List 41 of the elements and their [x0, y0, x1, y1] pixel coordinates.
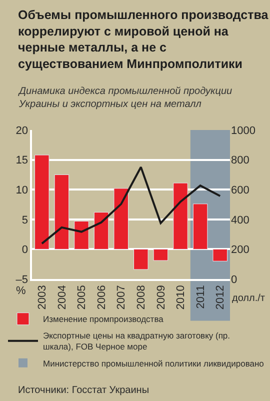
- x-tick-label: 2008: [135, 285, 148, 310]
- legend-label: Изменение промпроизводства: [43, 314, 164, 324]
- y-tick-label: 20: [16, 124, 28, 137]
- bar: [74, 220, 89, 250]
- chart-subtitle: Динамика индекса промышленной продукции Украины и экспортных цен на металл: [18, 86, 233, 110]
- x-tick-label: 2007: [116, 285, 128, 310]
- y2-tick-label: 1000: [231, 124, 256, 137]
- y2-tick-label: 800: [231, 154, 250, 167]
- y2-tick-label: 0: [231, 274, 238, 286]
- bar: [134, 248, 148, 270]
- y2-tick-label: 600: [231, 184, 250, 196]
- y2-tick-label: 200: [231, 244, 250, 256]
- y-tick-label: –5: [16, 274, 28, 286]
- x-tick-label: 2003: [36, 285, 48, 310]
- line-series: [40, 166, 222, 245]
- legend-label: Экспортные цены на квадратную заготовку (пр. шкала), FOB Черное море: [43, 330, 230, 352]
- x-tick-label: 2006: [96, 285, 108, 310]
- bar: [212, 248, 228, 262]
- bar: [114, 188, 128, 250]
- x-tick-label: 2009: [155, 285, 168, 310]
- y-tick-label: 5: [22, 214, 28, 226]
- x-tick-label: 2012: [214, 285, 227, 310]
- text: Источники: Госстат Украины: [18, 385, 150, 396]
- bar: [192, 204, 208, 250]
- chart-title: Объемы промышленного производства коррелируют с мировой ценой на черные металлы, а не с существованием Минпромполитики: [18, 8, 270, 71]
- bar: [173, 182, 188, 250]
- bar: [54, 174, 70, 250]
- bar: [94, 212, 109, 250]
- legend-label: Министерство промышленной политики ликвидировано: [43, 358, 264, 368]
- y-tick-label: 10: [16, 184, 28, 196]
- x-tick-label: 2004: [56, 285, 68, 310]
- x-tick-label: 2005: [76, 285, 88, 310]
- y-tick-label: 0: [22, 244, 28, 256]
- bar: [34, 154, 50, 250]
- bar: [153, 248, 168, 261]
- y-tick-label: 15: [16, 154, 28, 167]
- y-axis-title: %: [16, 285, 26, 297]
- y2-axis-title: долл./т: [232, 293, 266, 304]
- x-tick-label: 2010: [175, 285, 188, 310]
- x-tick-label: 2011: [194, 285, 207, 309]
- y2-tick-label: 400: [231, 214, 250, 226]
